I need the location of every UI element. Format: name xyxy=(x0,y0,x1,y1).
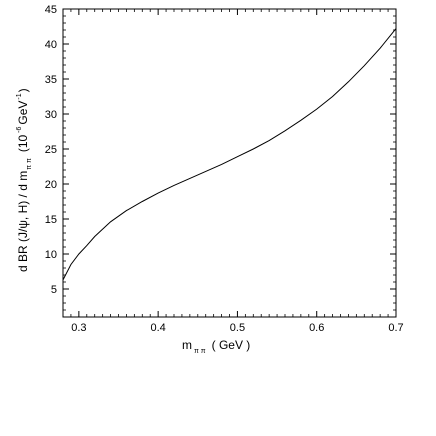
x-tick-label: 0.7 xyxy=(388,322,403,334)
y-tick-label: 25 xyxy=(45,144,57,156)
y-tick-label: 20 xyxy=(45,179,57,191)
series-group xyxy=(63,28,396,281)
y-tick-label: 5 xyxy=(51,284,57,296)
y-tick-label: 40 xyxy=(45,39,57,51)
y-tick-label: 35 xyxy=(45,74,57,86)
series-line xyxy=(63,28,396,281)
major-ticks xyxy=(63,8,397,317)
x-tick-label: 0.5 xyxy=(230,322,245,334)
y-tick-label: 15 xyxy=(45,214,57,226)
minor-ticks xyxy=(62,9,396,317)
x-tick-labels: 0.3 0.4 0.5 0.6 0.7 xyxy=(71,322,403,334)
y-tick-labels: 5 10 15 20 25 30 35 40 45 xyxy=(45,4,57,296)
y-tick-label: 45 xyxy=(45,4,57,16)
plot-frame xyxy=(62,8,397,318)
y-tick-label: 10 xyxy=(45,249,57,261)
x-tick-label: 0.6 xyxy=(309,322,324,334)
y-axis-label: d BR (J/ψ, H) / d mπ π(10-6GeV-1) xyxy=(16,88,33,272)
x-tick-label: 0.4 xyxy=(150,322,165,334)
x-tick-label: 0.3 xyxy=(71,322,86,334)
y-tick-label: 30 xyxy=(45,109,57,121)
